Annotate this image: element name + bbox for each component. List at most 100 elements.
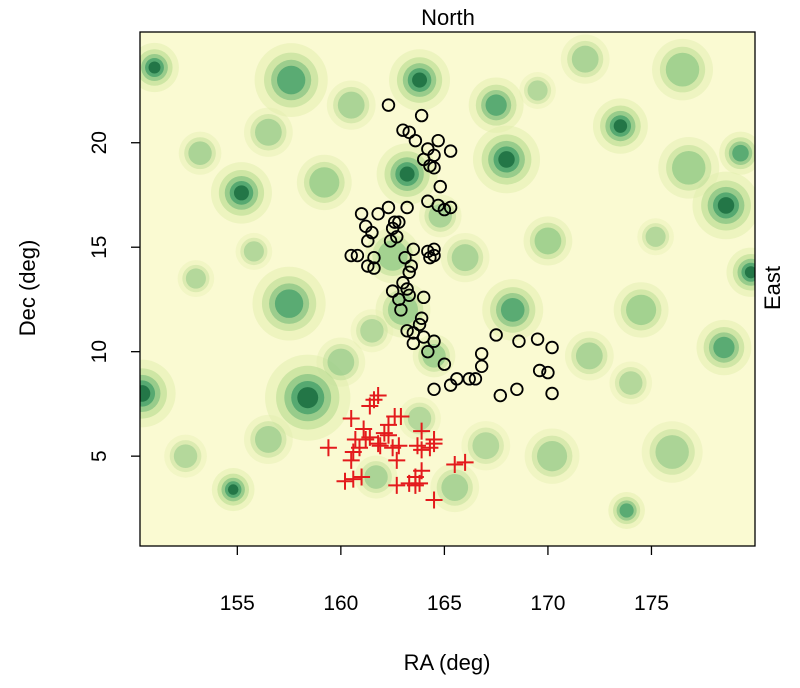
density-blob: [619, 503, 634, 518]
circle-point: [427, 334, 441, 348]
cross-point: [425, 435, 443, 453]
x-tick-label: 165: [427, 592, 462, 615]
density-blob: [637, 218, 674, 256]
y-axis-label: Dec (deg): [15, 240, 40, 337]
density-blob: [527, 80, 548, 101]
density-blob: [337, 91, 365, 119]
circle-point: [406, 336, 421, 351]
x-tick-label: 155: [220, 592, 255, 615]
density-blob: [451, 244, 479, 272]
circle-point: [367, 250, 381, 265]
density-blob: [614, 367, 647, 400]
axes: 155 160 165 170 175 5 10 15 20: [88, 131, 669, 615]
circle-point: [433, 179, 447, 194]
circle-point: [354, 207, 369, 221]
cross-point: [406, 476, 424, 494]
circle-point: [402, 288, 416, 302]
density-blob: [387, 294, 419, 326]
density-blob: [441, 473, 469, 501]
density-blob: [619, 371, 643, 395]
density-blob: [148, 61, 161, 74]
density-blob: [233, 185, 249, 201]
density-blob: [485, 94, 507, 116]
circle-point: [404, 259, 418, 273]
density-blob: [255, 425, 282, 453]
circle-point: [414, 311, 429, 325]
density-blob: [169, 440, 202, 473]
circle-point: [493, 388, 508, 403]
density-blob: [360, 318, 384, 343]
density-blob: [398, 397, 441, 441]
density-blob: [356, 314, 388, 347]
density-blob: [364, 465, 388, 489]
cross-point: [456, 453, 474, 471]
cross-point: [392, 407, 410, 425]
cross-point: [446, 456, 464, 474]
cross-point: [388, 476, 406, 494]
density-blob: [519, 72, 556, 109]
density-blob: [571, 45, 599, 73]
x-axis-label: RA (deg): [404, 650, 491, 675]
density-blob: [403, 402, 436, 435]
density-blob: [500, 297, 525, 322]
circle-point: [394, 303, 408, 317]
circle-point: [489, 328, 503, 342]
y-tick-label: 5: [88, 450, 111, 462]
circle-point: [361, 234, 375, 248]
cross-point: [344, 470, 362, 488]
circle-point: [398, 250, 412, 265]
circle-point: [532, 363, 547, 378]
density-blob: [665, 52, 700, 87]
circle-point: [512, 334, 526, 348]
density-blob: [613, 119, 628, 133]
density-blob: [327, 348, 355, 376]
circle-point: [361, 259, 375, 273]
density-blob: [276, 65, 306, 95]
cross-point: [342, 410, 360, 428]
density-blob: [461, 421, 511, 471]
right-axis-label: East: [760, 266, 785, 310]
chart-title: North: [421, 5, 475, 30]
circle-point: [385, 284, 400, 298]
density-blob: [575, 342, 603, 370]
density-blob: [243, 241, 264, 262]
density-blob: [412, 72, 428, 88]
density-blob: [164, 434, 207, 478]
density-blob: [227, 484, 239, 495]
circle-point: [468, 372, 483, 386]
data-points: [319, 98, 559, 509]
x-tick-label: 160: [323, 592, 358, 615]
cross-point: [388, 451, 406, 469]
plot-background: [140, 32, 755, 546]
x-tick-label: 175: [634, 592, 669, 615]
circle-point: [385, 221, 400, 236]
circle-point: [402, 265, 416, 279]
circle-point: [443, 144, 458, 158]
y-tick-label: 15: [88, 236, 111, 259]
density-blob: [173, 444, 198, 468]
density-blob: [177, 260, 215, 298]
cross-point: [390, 437, 408, 455]
density-blob: [274, 289, 304, 318]
density-blob: [534, 227, 562, 255]
circle-point: [421, 344, 435, 359]
circle-point: [427, 248, 441, 263]
density-blob: [732, 144, 749, 162]
circle-point: [541, 365, 555, 380]
density-blob: [609, 361, 653, 405]
cross-point: [413, 441, 431, 459]
cross-point: [411, 474, 429, 492]
circle-point: [350, 248, 365, 263]
x-tick-label: 170: [530, 592, 565, 615]
y-tick-label: 10: [88, 340, 111, 363]
density-blob: [642, 223, 670, 251]
circle-point: [402, 125, 416, 139]
cross-point: [408, 437, 426, 455]
cross-point: [361, 397, 379, 415]
cross-point: [353, 468, 371, 486]
plot-frame: [139, 31, 756, 547]
circle-point: [427, 161, 441, 175]
circle-series: [344, 98, 559, 403]
cross-point: [346, 430, 364, 448]
